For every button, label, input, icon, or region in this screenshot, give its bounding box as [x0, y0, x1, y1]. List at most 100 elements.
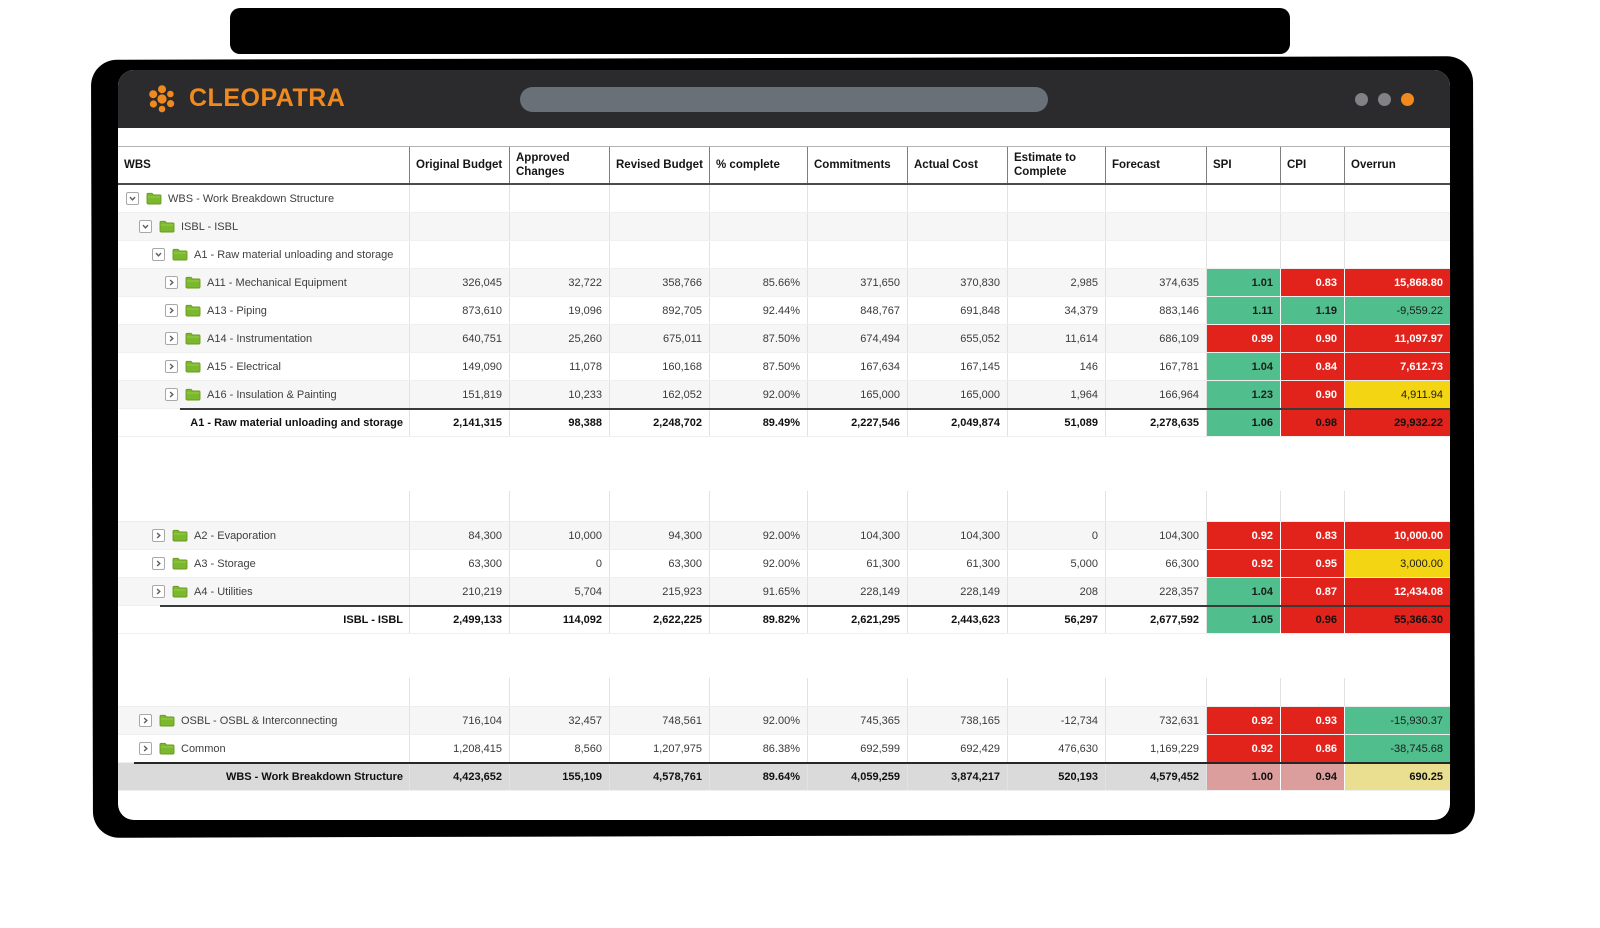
column-header-pct_complete[interactable]: % complete	[710, 147, 808, 183]
expand-toggle[interactable]	[139, 742, 152, 755]
titlebar: CLEOPATRA	[118, 70, 1450, 128]
expand-toggle[interactable]	[126, 192, 139, 205]
cell-revised_budget: 160,168	[610, 353, 710, 380]
folder-icon	[159, 714, 175, 727]
cell-revised_budget: 2,622,225	[610, 606, 710, 633]
cell-value: 4,578,761	[653, 770, 702, 783]
data-row[interactable]: A11 - Mechanical Equipment 326,045 32,722 3…	[118, 269, 1450, 297]
expand-toggle[interactable]	[152, 529, 165, 542]
app-window: CLEOPATRA WBS Original Budget Approved Cha…	[118, 70, 1450, 820]
folder-icon	[159, 742, 175, 755]
column-header-label: WBS	[124, 158, 151, 171]
expand-toggle[interactable]	[152, 585, 165, 598]
cell-spi: 1.06	[1207, 409, 1281, 436]
cell-value: 155,109	[562, 770, 602, 783]
column-header-original_budget[interactable]: Original Budget	[410, 147, 510, 183]
cell-approved_changes	[510, 185, 610, 212]
data-row[interactable]: A13 - Piping 873,610 19,096 892,705 92.44% 84…	[118, 297, 1450, 325]
expand-toggle[interactable]	[152, 557, 165, 570]
cell-value: 19,096	[568, 304, 602, 317]
tree-row[interactable]: A1 - Raw material unloading and storage	[118, 241, 1450, 269]
empty-cell-estimate_to_complete	[1008, 491, 1106, 521]
column-header-cpi[interactable]: CPI	[1281, 147, 1345, 183]
empty-cell-approved_changes	[510, 678, 610, 706]
cell-value: 89.82%	[762, 613, 800, 626]
cell-value: 520,193	[1058, 770, 1098, 783]
window-dot-1[interactable]	[1355, 93, 1368, 106]
window-dot-2[interactable]	[1378, 93, 1391, 106]
expand-toggle[interactable]	[165, 332, 178, 345]
cell-value: 63,300	[468, 557, 502, 570]
empty-cell-commitments	[808, 678, 908, 706]
cell-value: 640,751	[462, 332, 502, 345]
chevron-right-icon	[167, 390, 176, 399]
expand-toggle[interactable]	[165, 360, 178, 373]
data-row[interactable]: A15 - Electrical 149,090 11,078 160,168 87.5…	[118, 353, 1450, 381]
expand-toggle[interactable]	[139, 220, 152, 233]
column-header-estimate_to_complete[interactable]: Estimate to Complete	[1008, 147, 1106, 183]
data-row[interactable]: A3 - Storage 63,300 0 63,300 92.00% 61,300 61,…	[118, 550, 1450, 578]
column-header-approved_changes[interactable]: Approved Changes	[510, 147, 610, 183]
cell-spi	[1207, 185, 1281, 212]
cell-forecast: 1,169,229	[1106, 735, 1207, 762]
data-row[interactable]: A2 - Evaporation 84,300 10,000 94,300 92.00%…	[118, 522, 1450, 550]
summary-row: WBS - Work Breakdown Structure 4,423,652 1…	[118, 762, 1450, 791]
cell-cpi: 1.19	[1281, 297, 1345, 324]
cell-approved_changes: 10,000	[510, 522, 610, 549]
tree-row[interactable]: ISBL - ISBL	[118, 213, 1450, 241]
expand-toggle[interactable]	[165, 304, 178, 317]
data-row[interactable]: A14 - Instrumentation 640,751 25,260 675,01…	[118, 325, 1450, 353]
spi-value: 0.92	[1251, 557, 1273, 570]
tree-row[interactable]: WBS - Work Breakdown Structure	[118, 185, 1450, 213]
cell-commitments	[808, 185, 908, 212]
overrun-value: 11,097.97	[1394, 332, 1443, 345]
spi-value: 1.04	[1251, 585, 1273, 598]
cell-value: 2,622,225	[653, 613, 702, 626]
data-row[interactable]: OSBL - OSBL & Interconnecting 716,104 32,4…	[118, 707, 1450, 735]
column-header-forecast[interactable]: Forecast	[1106, 147, 1207, 183]
expand-toggle[interactable]	[139, 714, 152, 727]
cell-estimate_to_complete: 1,964	[1008, 381, 1106, 408]
cell-wbs: Common	[118, 735, 410, 762]
expand-toggle[interactable]	[165, 388, 178, 401]
cell-value: 228,149	[860, 585, 900, 598]
cell-revised_budget: 63,300	[610, 550, 710, 577]
cell-value: 104,300	[1159, 529, 1199, 542]
cell-value: 63,300	[668, 557, 702, 570]
summary-row-label: A1 - Raw material unloading and storage	[190, 416, 403, 429]
cell-estimate_to_complete: 146	[1008, 353, 1106, 380]
address-bar[interactable]	[520, 87, 1048, 112]
data-row[interactable]: A16 - Insulation & Painting 151,819 10,233…	[118, 381, 1450, 409]
cell-approved_changes: 11,078	[510, 353, 610, 380]
empty-cell-commitments	[808, 491, 908, 521]
cell-actual_cost: 167,145	[908, 353, 1008, 380]
column-header-wbs[interactable]: WBS	[118, 147, 410, 183]
cell-revised_budget: 675,011	[610, 325, 710, 352]
cell-cpi: 0.90	[1281, 325, 1345, 352]
cell-overrun: -38,745.68	[1345, 735, 1450, 762]
window-dot-active[interactable]	[1401, 93, 1414, 106]
column-header-commitments[interactable]: Commitments	[808, 147, 908, 183]
expand-toggle[interactable]	[152, 248, 165, 261]
cell-original_budget: 1,208,415	[410, 735, 510, 762]
folder-icon	[185, 388, 201, 401]
column-header-spi[interactable]: SPI	[1207, 147, 1281, 183]
cell-value: 883,146	[1159, 304, 1199, 317]
cell-value: 56,297	[1064, 613, 1098, 626]
cell-spi	[1207, 213, 1281, 240]
folder-icon	[185, 360, 201, 373]
empty-cell-spi	[1207, 678, 1281, 706]
cell-value: 85.66%	[762, 276, 800, 289]
column-header-revised_budget[interactable]: Revised Budget	[610, 147, 710, 183]
cell-original_budget: 326,045	[410, 269, 510, 296]
expand-toggle[interactable]	[165, 276, 178, 289]
column-header-actual_cost[interactable]: Actual Cost	[908, 147, 1008, 183]
data-row[interactable]: Common 1,208,415 8,560 1,207,975 86.38% 692,5…	[118, 735, 1450, 763]
overrun-value: 690.25	[1409, 770, 1443, 783]
cell-commitments: 2,621,295	[808, 606, 908, 633]
column-header-overrun[interactable]: Overrun	[1345, 147, 1450, 183]
cell-forecast: 732,631	[1106, 707, 1207, 734]
cell-forecast: 228,357	[1106, 578, 1207, 605]
data-row[interactable]: A4 - Utilities 210,219 5,704 215,923 91.65% 2…	[118, 578, 1450, 606]
cell-value: 208	[1079, 585, 1098, 598]
